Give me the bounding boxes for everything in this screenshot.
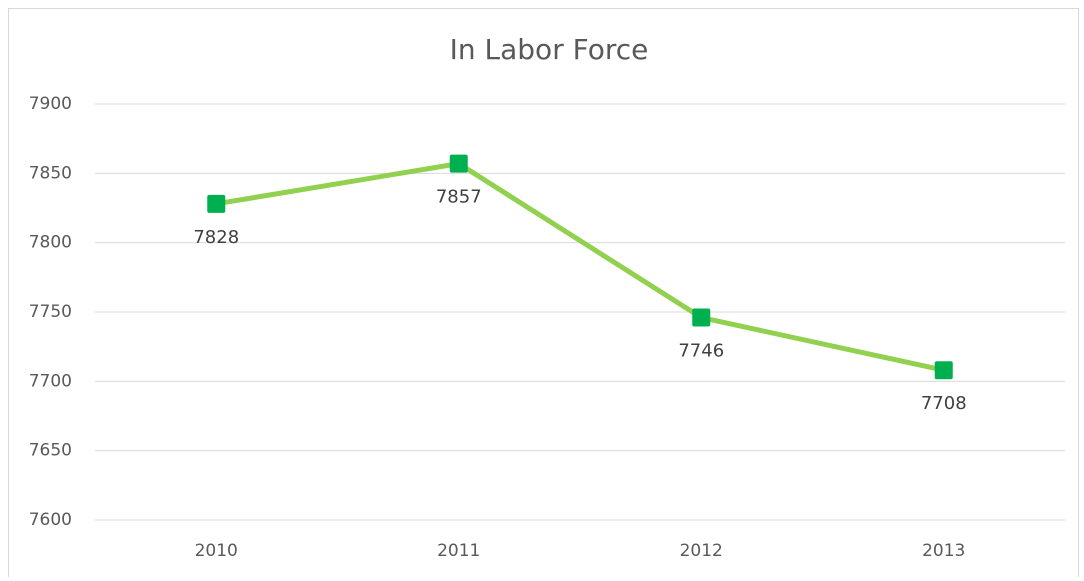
x-tick-label: 2011 (437, 541, 480, 561)
marker (449, 154, 468, 173)
y-tick-label: 7700 (29, 371, 72, 391)
y-tick-label: 7650 (29, 441, 72, 461)
x-tick-label: 2013 (922, 541, 965, 561)
chart-frame (8, 8, 1079, 581)
data-label: 7746 (678, 341, 724, 362)
y-tick-label: 7850 (29, 163, 72, 183)
marker (692, 308, 711, 327)
marker (207, 194, 226, 213)
x-tick-label: 2012 (680, 541, 723, 561)
y-tick-label: 7900 (29, 94, 72, 114)
y-tick-label: 7600 (29, 510, 72, 530)
series-line (215, 161, 945, 373)
x-tick-label: 2010 (195, 541, 238, 561)
data-label: 7828 (193, 227, 239, 248)
chart-title: In Labor Force (450, 33, 649, 66)
data-label: 7708 (921, 393, 967, 414)
data-label: 7857 (436, 187, 482, 208)
y-tick-label: 7800 (29, 233, 72, 253)
marker (934, 361, 953, 380)
y-tick-label: 7750 (29, 302, 72, 322)
